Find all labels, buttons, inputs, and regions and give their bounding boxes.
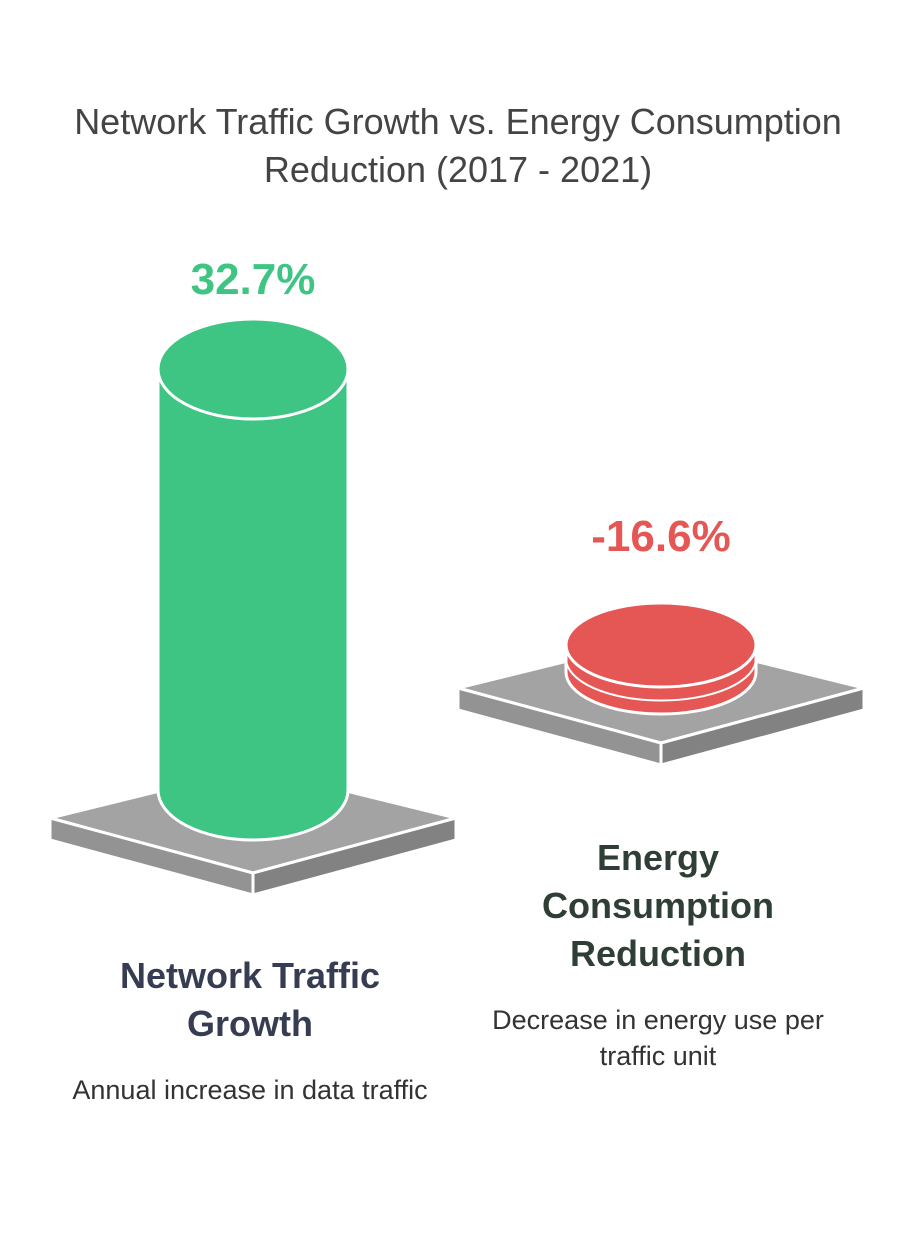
category-description-network-traffic-growth: Annual increase in data traffic (72, 1075, 428, 1105)
bar-network-traffic-growth (156, 317, 350, 842)
pedestal-energy-right-side (659, 686, 866, 767)
bar-energy-consumption-reduction-ring (565, 658, 757, 702)
bar-network-traffic-growth-cap (156, 317, 350, 421)
pedestal-traffic-right-side (251, 816, 458, 897)
category-title-network-traffic-growth: Network Traffic Growth (119, 955, 381, 1044)
category-description-energy-consumption-reduction: Decrease in energy use per traffic unit (492, 1005, 824, 1071)
category-title-energy-consumption-reduction: Energy Consumption Reduction (542, 837, 774, 974)
bar-energy-consumption-reduction-cap (564, 601, 758, 689)
value-label-network-traffic-growth: 32.7% (191, 255, 316, 304)
chart-title: Network Traffic Growth vs. Energy Consum… (74, 101, 842, 190)
bar-network-traffic-growth-body (156, 367, 350, 842)
value-label-energy-consumption-reduction: -16.6% (591, 512, 730, 561)
bar-energy-consumption-reduction (564, 601, 758, 716)
